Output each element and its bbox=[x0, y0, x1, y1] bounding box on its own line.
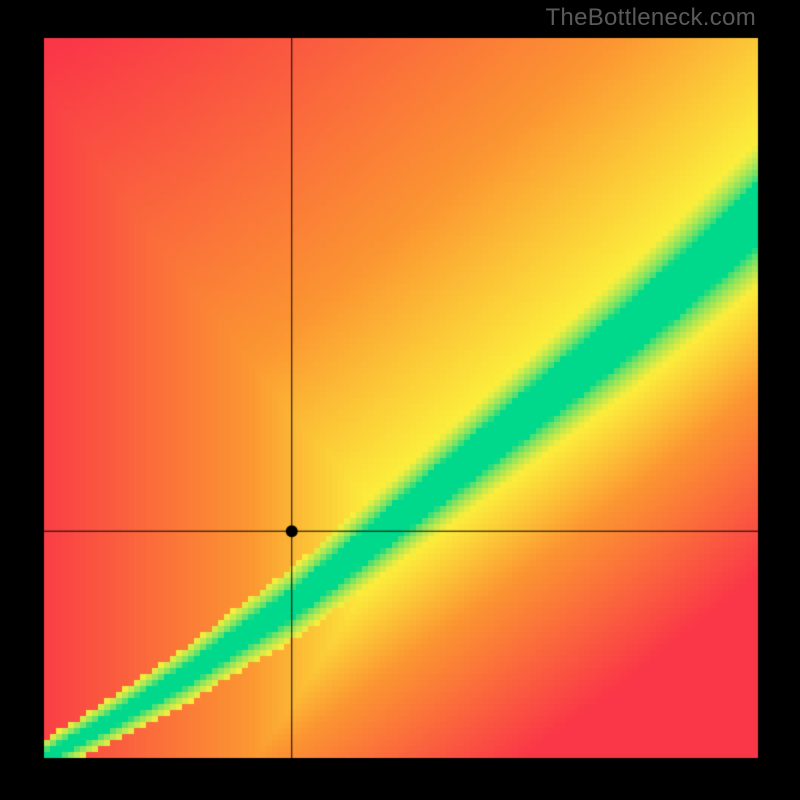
source-attribution: TheBottleneck.com bbox=[545, 4, 756, 32]
chart-container: TheBottleneck.com bbox=[0, 0, 800, 800]
bottleneck-heatmap bbox=[0, 0, 800, 800]
